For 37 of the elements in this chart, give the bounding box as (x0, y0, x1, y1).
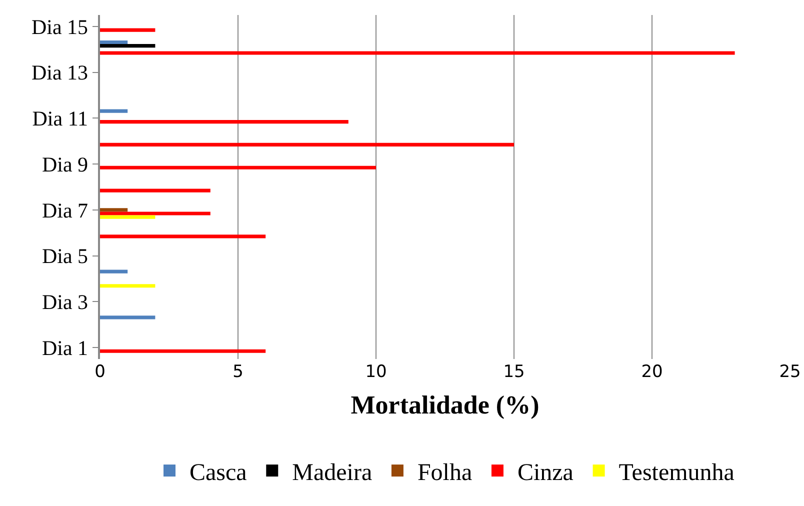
bar (100, 188, 210, 192)
x-tick-label: 20 (641, 362, 663, 382)
x-tick-label: 0 (94, 362, 106, 382)
bar (100, 120, 348, 124)
bar (100, 316, 156, 320)
y-tick-label: Dia 9 (42, 152, 88, 176)
bar (100, 40, 128, 44)
y-tick-label: Dia 13 (31, 60, 88, 85)
bar (100, 208, 128, 212)
bar (100, 270, 128, 274)
legend-label: Testemunha (618, 460, 735, 486)
bar (100, 51, 735, 55)
y-tick-label: Dia 1 (42, 336, 88, 360)
bar (100, 215, 156, 219)
legend-label: Cinza (517, 460, 574, 486)
bar (100, 234, 266, 238)
y-tick-label: Dia 3 (42, 290, 88, 314)
bar (100, 284, 156, 288)
y-tick-label: Dia 5 (42, 244, 88, 268)
x-axis-title: Mortalidade (%) (350, 390, 540, 420)
bar (100, 44, 156, 48)
legend-label: Madeira (292, 460, 372, 486)
legend-label: Casca (190, 460, 248, 486)
y-tick-label: Dia 15 (31, 14, 88, 39)
x-tick-label: 25 (779, 362, 801, 382)
bar (100, 212, 210, 216)
bar (100, 28, 156, 32)
bar (100, 166, 376, 170)
bar (100, 142, 514, 146)
y-tick-label: Dia 11 (32, 106, 88, 131)
legend-label: Folha (417, 460, 472, 486)
bar (100, 109, 128, 113)
x-tick-label: 10 (365, 362, 387, 382)
x-tick-label: 5 (232, 362, 244, 382)
x-tick-label: 15 (503, 362, 525, 382)
bar (100, 349, 266, 353)
y-tick-label: Dia 7 (42, 198, 88, 222)
